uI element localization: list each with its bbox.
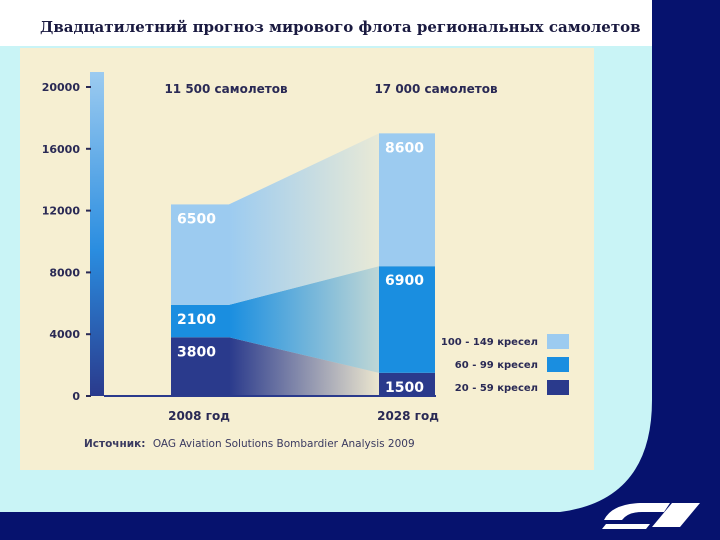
bar-value-label: 6500 xyxy=(177,211,216,227)
y-tick-label: 0 xyxy=(72,390,80,403)
slide-title: Двадцатилетний прогноз мирового флота ре… xyxy=(40,18,641,36)
legend-label: 20 - 59 кресел xyxy=(455,383,538,394)
y-axis-ticks: 0 4000 8000 12000 16000 20000 xyxy=(42,81,91,403)
total-label-2008: 11 500 самолетов xyxy=(164,82,287,96)
bar-segment xyxy=(379,133,435,267)
source-text: OAG Aviation Solutions Bombardier Analys… xyxy=(153,438,415,450)
stacked-bars: 3800 2100 6500 1500 6900 8600 xyxy=(171,133,435,396)
y-tick-label: 12000 xyxy=(42,205,81,218)
source-label: Источник: xyxy=(84,438,145,450)
y-tick-label: 8000 xyxy=(49,266,80,279)
transition-bands xyxy=(229,133,379,396)
legend: 100 - 149 кресел 60 - 99 кресел 20 - 59 кр… xyxy=(441,334,569,395)
bar-value-label: 3800 xyxy=(177,344,216,360)
legend-swatch xyxy=(547,334,569,349)
legend-label: 100 - 149 кресел xyxy=(441,337,538,348)
source-note: Источник: OAG Aviation Solutions Bombard… xyxy=(84,438,415,450)
bar-value-label: 8600 xyxy=(385,140,424,156)
y-tick-label: 4000 xyxy=(49,328,80,341)
legend-label: 60 - 99 кресел xyxy=(455,360,538,371)
band-60-99кресел xyxy=(229,266,379,373)
bar-segment xyxy=(379,266,435,373)
title-band xyxy=(0,0,652,46)
y-tick-label: 20000 xyxy=(42,81,81,94)
bar-segment xyxy=(171,304,229,338)
band-100-149кресел xyxy=(229,133,379,305)
bar-segment xyxy=(171,204,229,305)
bar-value-label: 2100 xyxy=(177,312,216,328)
category-label-2008: 2008 год xyxy=(168,409,230,423)
company-logo xyxy=(602,503,700,529)
bar-segment xyxy=(171,337,229,396)
legend-swatch xyxy=(547,357,569,372)
total-label-2028: 17 000 самолетов xyxy=(374,82,497,96)
y-axis-gradient-bar xyxy=(90,72,104,396)
bar-value-label: 1500 xyxy=(385,380,424,396)
bar-segment xyxy=(379,372,435,396)
legend-swatch xyxy=(547,380,569,395)
bar-value-label: 6900 xyxy=(385,273,424,289)
band-20-59кресел xyxy=(229,337,379,396)
category-label-2028: 2028 год xyxy=(377,409,439,423)
y-tick-label: 16000 xyxy=(42,143,81,156)
